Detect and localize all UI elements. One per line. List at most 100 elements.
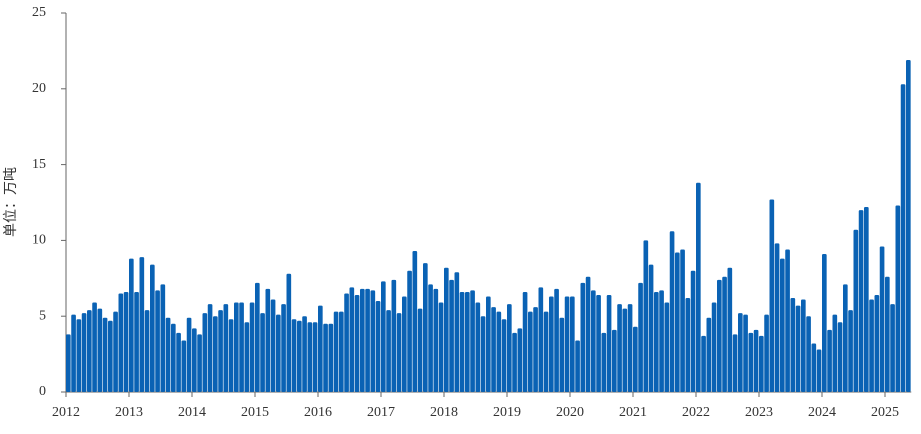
bar <box>617 304 622 392</box>
bar <box>113 311 118 392</box>
bar <box>339 311 344 392</box>
bar <box>738 313 743 392</box>
x-tick-label: 2023 <box>745 405 773 420</box>
bar <box>412 251 418 392</box>
bar <box>197 334 202 392</box>
x-tick-label: 2020 <box>556 405 584 420</box>
bar <box>517 328 523 392</box>
bar <box>680 249 685 392</box>
bar <box>433 288 439 392</box>
x-tick-label: 2017 <box>367 405 395 420</box>
bar <box>270 299 276 392</box>
bar <box>790 298 796 392</box>
bar <box>223 304 229 392</box>
bar <box>139 257 145 392</box>
bar <box>454 272 460 392</box>
x-tick-label: 2019 <box>493 405 521 420</box>
bar <box>160 284 166 392</box>
bar <box>533 307 538 392</box>
bar <box>428 284 433 392</box>
bar <box>244 322 250 392</box>
x-tick-label: 2024 <box>808 405 836 420</box>
bar <box>87 310 92 392</box>
bar <box>654 291 659 392</box>
bar <box>307 322 313 392</box>
bar <box>134 291 139 392</box>
bar <box>906 59 911 392</box>
bar <box>591 290 596 392</box>
bar <box>129 258 134 392</box>
bar <box>801 299 806 392</box>
y-tick-label: 5 <box>39 308 46 323</box>
x-tick-label: 2021 <box>619 405 647 420</box>
bar <box>255 282 260 392</box>
bar <box>512 332 517 392</box>
bar <box>685 298 691 392</box>
bar <box>732 334 738 392</box>
bar <box>696 182 701 392</box>
x-tick-label: 2025 <box>871 405 899 420</box>
bar <box>764 314 769 392</box>
bar <box>570 296 575 392</box>
bar <box>564 296 570 392</box>
bar <box>328 323 334 392</box>
bar <box>864 207 869 392</box>
bar <box>459 291 465 392</box>
bar <box>344 293 349 392</box>
bar <box>816 349 822 392</box>
bar <box>690 270 696 392</box>
bar <box>743 314 748 392</box>
x-tick-label: 2015 <box>241 405 269 420</box>
bar <box>491 307 496 392</box>
bar <box>297 320 302 392</box>
bar <box>785 249 790 392</box>
bar <box>895 205 901 392</box>
bar <box>207 304 213 392</box>
bar <box>438 302 444 392</box>
bar <box>381 281 386 392</box>
bar <box>66 334 71 392</box>
bar <box>753 329 759 392</box>
x-tick-label: 2014 <box>178 405 206 420</box>
bar <box>780 258 785 392</box>
bar <box>323 323 328 392</box>
bar <box>659 290 664 392</box>
bar <box>192 328 197 392</box>
bar <box>675 252 680 392</box>
bar <box>585 276 591 392</box>
bar <box>554 288 559 392</box>
bar <box>832 314 838 392</box>
bar <box>848 310 853 392</box>
bar <box>669 231 675 392</box>
bar <box>664 302 670 392</box>
bar <box>827 329 832 392</box>
bar <box>228 319 234 392</box>
bar <box>759 335 764 392</box>
bar <box>638 282 643 392</box>
bar <box>286 273 292 392</box>
y-tick-label: 20 <box>32 81 46 96</box>
bar <box>727 267 733 392</box>
bar <box>118 293 124 392</box>
bar <box>444 267 449 392</box>
bar <box>81 313 87 392</box>
bar <box>470 290 475 392</box>
y-tick-label: 25 <box>32 5 46 20</box>
bar <box>239 302 244 392</box>
bar <box>165 317 171 392</box>
bar <box>354 294 360 392</box>
bar <box>748 332 754 392</box>
bar <box>806 316 811 392</box>
y-tick-label: 15 <box>32 157 46 172</box>
bar <box>407 270 412 392</box>
bar <box>370 290 376 392</box>
bar <box>769 199 775 392</box>
bar <box>396 313 402 392</box>
x-tick-label: 2022 <box>682 405 710 420</box>
bar <box>417 308 423 392</box>
bar <box>144 310 150 392</box>
bar <box>900 84 906 392</box>
bar <box>475 302 481 392</box>
bar <box>575 340 580 392</box>
